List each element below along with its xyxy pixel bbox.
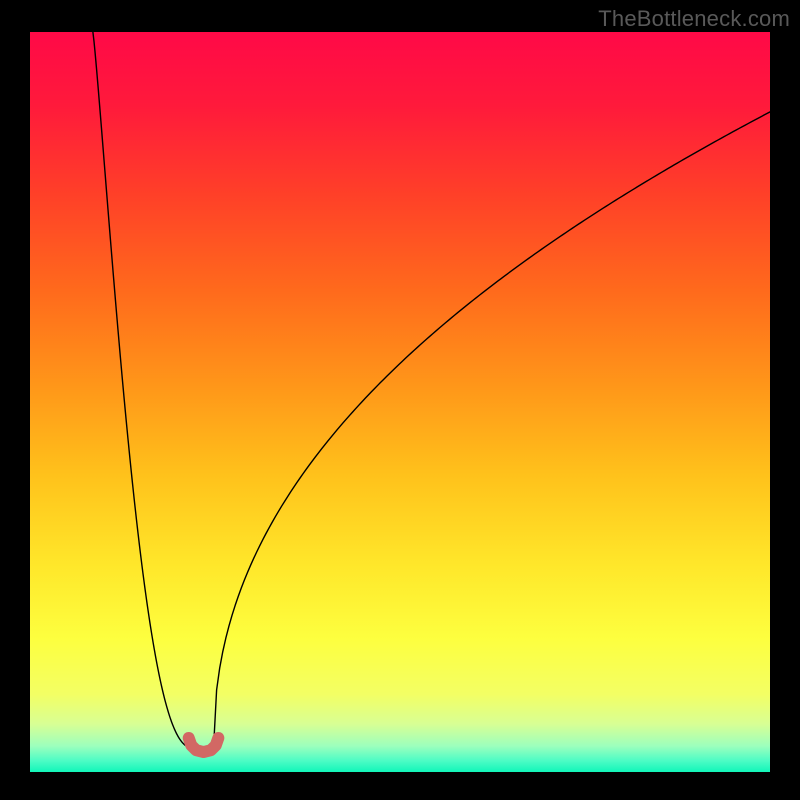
- plot-area: [30, 32, 770, 772]
- plot-svg: [30, 32, 770, 772]
- gradient-background: [30, 32, 770, 772]
- watermark-label: TheBottleneck.com: [598, 6, 790, 32]
- chart-frame: TheBottleneck.com: [0, 0, 800, 800]
